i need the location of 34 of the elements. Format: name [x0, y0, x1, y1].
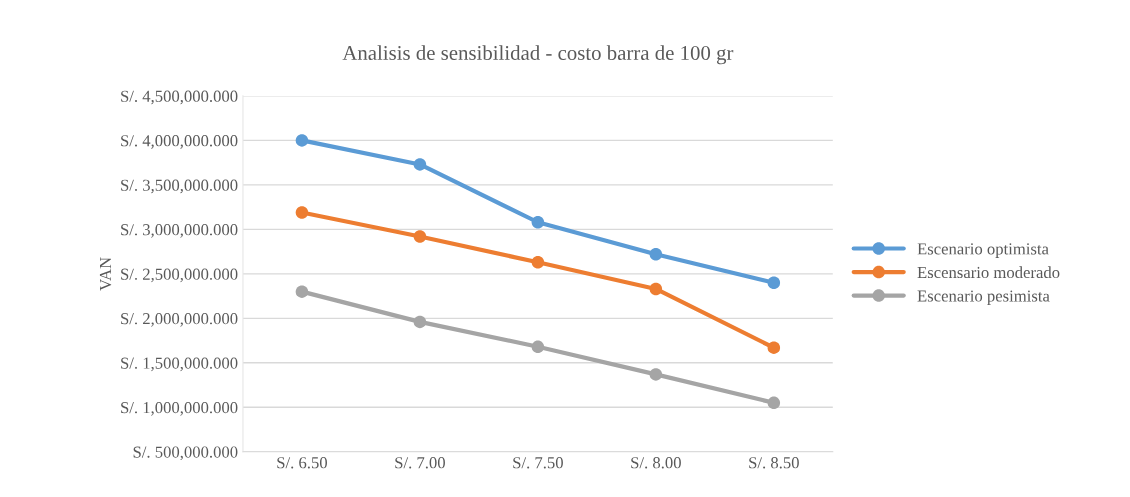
- y-tick-label: S/. 2,500,000.000: [121, 268, 238, 283]
- point: [531, 256, 545, 269]
- point: [531, 216, 545, 229]
- legend-label: Escensario moderado: [917, 266, 1060, 279]
- y-tick-label: S/. 2,000,000.000: [121, 313, 238, 327]
- point: [767, 276, 781, 289]
- chart-title: Analisis de sensibilidad - costo barra de 100 gr: [342, 45, 734, 65]
- y-tick-label: S/. 4,500,000.000: [121, 90, 238, 105]
- legend-label: Escenario pesimista: [917, 290, 1050, 305]
- y-tick-label: S/. 3,500,000.000: [121, 179, 238, 194]
- point: [413, 158, 427, 171]
- point: [295, 134, 309, 147]
- y-tick-label: S/. 500,000.000: [133, 446, 238, 461]
- point: [649, 248, 663, 261]
- y-tick-label: S/. 4,000,000.000: [121, 135, 238, 149]
- y-tick-label: S/. 1,000,000.000: [121, 401, 238, 416]
- point: [649, 282, 663, 296]
- y-axis-title: VAN: [99, 257, 112, 291]
- x-tick-label: S/. 7.50: [513, 457, 563, 469]
- point: [295, 285, 309, 298]
- point: [295, 206, 309, 219]
- point: [649, 368, 663, 381]
- y-tick-label: S/. 3,000,000.000: [121, 224, 238, 238]
- point: [767, 396, 781, 410]
- y-tick-label: S/. 1,500,000.000: [121, 357, 238, 372]
- point: [413, 230, 427, 243]
- point: [767, 341, 781, 354]
- x-tick-label: S/. 7.00: [395, 457, 445, 469]
- x-tick-label: S/. 8.50: [749, 457, 799, 469]
- point: [413, 315, 427, 329]
- point: [531, 340, 545, 354]
- x-tick-label: S/. 8.00: [631, 457, 681, 469]
- x-tick-label: S/. 6.50: [277, 457, 327, 469]
- legend-label: Escenario optimista: [917, 243, 1049, 258]
